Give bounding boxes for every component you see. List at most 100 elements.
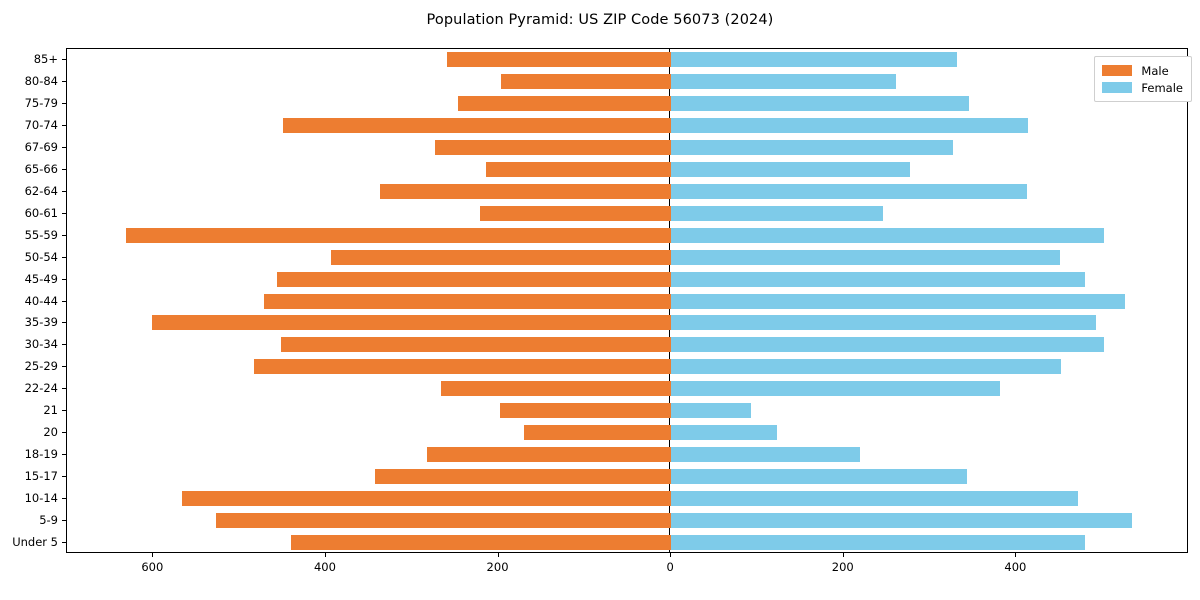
bar-female[interactable] <box>671 73 896 89</box>
plot-area <box>66 48 1188 553</box>
bar-female[interactable] <box>671 293 1126 309</box>
y-tick-label: 35-39 <box>24 315 58 330</box>
x-tick-label: 400 <box>1004 560 1027 574</box>
bar-female[interactable] <box>671 447 861 463</box>
bar-male[interactable] <box>152 315 672 331</box>
y-tick-label: Under 5 <box>12 535 58 550</box>
bar-female[interactable] <box>671 359 1062 375</box>
x-tick-mark <box>670 553 672 557</box>
bar-female[interactable] <box>671 183 1027 199</box>
y-tick-label: 60-61 <box>24 205 58 220</box>
bar-male[interactable] <box>281 337 672 353</box>
bar-male[interactable] <box>125 227 672 243</box>
bar-female[interactable] <box>671 403 751 419</box>
y-tick-label: 80-84 <box>24 73 58 88</box>
bar-male[interactable] <box>426 447 672 463</box>
bar-female[interactable] <box>671 381 1000 397</box>
bar-female[interactable] <box>671 139 954 155</box>
bar-male[interactable] <box>446 51 672 67</box>
bar-female[interactable] <box>671 337 1104 353</box>
x-tick-mark <box>324 553 326 557</box>
y-tick-mark <box>62 102 66 104</box>
legend-label: Male <box>1141 63 1169 78</box>
bar-male[interactable] <box>276 271 672 287</box>
bar-male[interactable] <box>500 403 672 419</box>
bar-female[interactable] <box>671 315 1096 331</box>
y-tick-label: 55-59 <box>24 227 58 242</box>
bar-male[interactable] <box>480 205 672 221</box>
bar-male[interactable] <box>290 535 672 551</box>
y-tick-label: 15-17 <box>24 469 58 484</box>
y-tick-mark <box>62 146 66 148</box>
y-tick-mark <box>62 124 66 126</box>
y-tick-label: 45-49 <box>24 271 58 286</box>
y-tick-label: 25-29 <box>24 359 58 374</box>
bar-female[interactable] <box>671 249 1060 265</box>
bar-female[interactable] <box>671 117 1029 133</box>
bar-male[interactable] <box>375 469 672 485</box>
bar-female[interactable] <box>671 491 1078 507</box>
y-tick-label: 70-74 <box>24 117 58 132</box>
bar-male[interactable] <box>523 425 672 441</box>
bar-male[interactable] <box>254 359 672 375</box>
y-tick-mark <box>62 190 66 192</box>
bar-male[interactable] <box>434 139 672 155</box>
bar-male[interactable] <box>380 183 672 199</box>
y-tick-label: 10-14 <box>24 491 58 506</box>
bar-male[interactable] <box>282 117 672 133</box>
legend-item[interactable]: Female <box>1102 79 1183 96</box>
y-tick-label: 40-44 <box>24 293 58 308</box>
legend-swatch <box>1102 82 1133 93</box>
bar-male[interactable] <box>216 513 672 529</box>
bar-male[interactable] <box>263 293 672 309</box>
y-tick-mark <box>62 80 66 82</box>
bar-male[interactable] <box>181 491 672 507</box>
bar-male[interactable] <box>457 95 672 111</box>
x-tick-label: 200 <box>831 560 854 574</box>
y-tick-label: 30-34 <box>24 337 58 352</box>
chart-title: Population Pyramid: US ZIP Code 56073 (2… <box>426 12 774 28</box>
bar-female[interactable] <box>671 271 1086 287</box>
y-tick-label: 50-54 <box>24 249 58 264</box>
y-tick-label: 67-69 <box>24 139 58 154</box>
plot-inner <box>67 49 1187 552</box>
bar-female[interactable] <box>671 95 969 111</box>
bar-male[interactable] <box>485 161 672 177</box>
legend-item[interactable]: Male <box>1102 62 1183 79</box>
bar-female[interactable] <box>671 535 1085 551</box>
bar-male[interactable] <box>501 73 672 89</box>
x-tick-label: 0 <box>666 560 674 574</box>
y-tick-label: 62-64 <box>24 183 58 198</box>
bar-male[interactable] <box>331 249 672 265</box>
y-tick-label: 22-24 <box>24 381 58 396</box>
y-tick-mark <box>62 256 66 258</box>
x-tick-mark <box>497 553 499 557</box>
y-tick-mark <box>62 58 66 60</box>
y-tick-label: 75-79 <box>24 95 58 110</box>
y-tick-mark <box>62 234 66 236</box>
y-tick-mark <box>62 322 66 324</box>
bar-female[interactable] <box>671 161 911 177</box>
y-tick-label: 65-66 <box>24 161 58 176</box>
y-tick-label: 18-19 <box>24 447 58 462</box>
bar-female[interactable] <box>671 513 1133 529</box>
y-tick-mark <box>62 168 66 170</box>
y-tick-label: 21 <box>43 403 58 418</box>
y-tick-mark <box>62 498 66 500</box>
y-tick-mark <box>62 366 66 368</box>
y-tick-mark <box>62 388 66 390</box>
bar-female[interactable] <box>671 469 968 485</box>
y-tick-mark <box>62 300 66 302</box>
x-tick-label: 600 <box>141 560 164 574</box>
y-tick-label: 5-9 <box>39 513 58 528</box>
y-tick-mark <box>62 476 66 478</box>
bar-female[interactable] <box>671 205 884 221</box>
x-tick-mark <box>842 553 844 557</box>
y-tick-mark <box>62 432 66 434</box>
bar-male[interactable] <box>440 381 672 397</box>
bar-female[interactable] <box>671 227 1105 243</box>
y-tick-mark <box>62 212 66 214</box>
bar-female[interactable] <box>671 51 957 67</box>
bar-female[interactable] <box>671 425 778 441</box>
x-tick-label: 200 <box>486 560 509 574</box>
